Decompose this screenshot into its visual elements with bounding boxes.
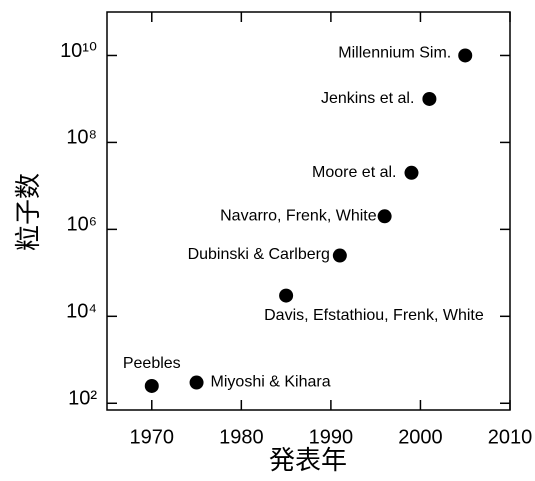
x-tick-label: 2010	[488, 426, 533, 448]
x-axis-label: 発表年	[269, 445, 347, 475]
point-label: Moore et al.	[312, 164, 396, 181]
point-label: Davis, Efstathiou, Frenk, White	[264, 307, 484, 324]
x-tick-label: 1990	[309, 426, 354, 448]
y-tick-label: 10⁶	[67, 214, 97, 236]
point	[458, 48, 473, 63]
point	[279, 288, 294, 303]
point	[422, 91, 437, 106]
plot-frame	[106, 11, 511, 411]
y-tick-label: 10²	[68, 388, 97, 410]
y-tick-label: 10¹⁰	[60, 40, 97, 62]
y-tick-label: 10⁸	[66, 127, 97, 149]
point-label: Jenkins et al.	[321, 90, 414, 107]
point-label: Millennium Sim.	[338, 45, 451, 62]
point	[404, 165, 419, 180]
x-tick-label: 1970	[130, 426, 175, 448]
point	[332, 248, 347, 263]
point	[144, 378, 159, 393]
point-label: Navarro, Frenk, White	[220, 208, 377, 225]
point-label: Miyoshi & Kihara	[211, 374, 331, 391]
x-tick-label: 2000	[398, 426, 443, 448]
point	[377, 209, 392, 224]
point	[189, 375, 204, 390]
y-axis-label: 粒子数	[13, 173, 43, 251]
x-tick-label: 1980	[219, 426, 264, 448]
y-tick-label: 10⁴	[66, 301, 97, 323]
point-label: Dubinski & Carlberg	[188, 246, 330, 263]
point-label: Peebles	[123, 355, 181, 372]
